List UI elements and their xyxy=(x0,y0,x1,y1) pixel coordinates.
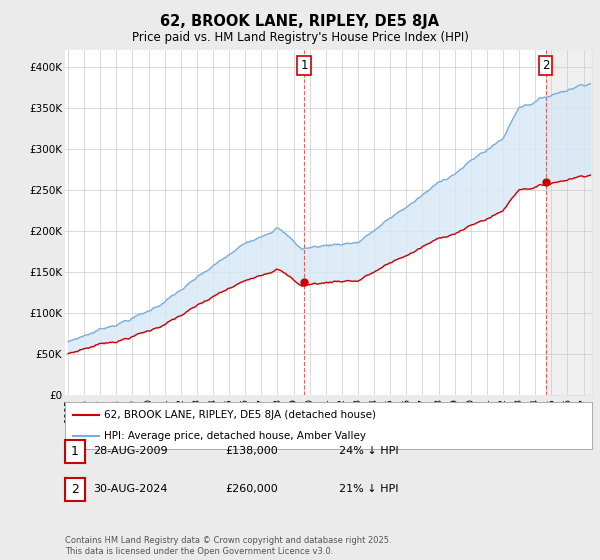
Text: 62, BROOK LANE, RIPLEY, DE5 8JA (detached house): 62, BROOK LANE, RIPLEY, DE5 8JA (detache… xyxy=(104,410,376,420)
Text: 24% ↓ HPI: 24% ↓ HPI xyxy=(339,446,398,456)
Text: 1: 1 xyxy=(300,59,308,72)
Text: Price paid vs. HM Land Registry's House Price Index (HPI): Price paid vs. HM Land Registry's House … xyxy=(131,31,469,44)
Text: 62, BROOK LANE, RIPLEY, DE5 8JA: 62, BROOK LANE, RIPLEY, DE5 8JA xyxy=(160,14,440,29)
Text: £260,000: £260,000 xyxy=(225,484,278,494)
Text: 30-AUG-2024: 30-AUG-2024 xyxy=(93,484,167,494)
Text: £138,000: £138,000 xyxy=(225,446,278,456)
Text: 1: 1 xyxy=(71,445,79,458)
Text: 21% ↓ HPI: 21% ↓ HPI xyxy=(339,484,398,494)
Text: 2: 2 xyxy=(542,59,550,72)
Text: 2: 2 xyxy=(71,483,79,496)
Text: 28-AUG-2009: 28-AUG-2009 xyxy=(93,446,167,456)
Text: HPI: Average price, detached house, Amber Valley: HPI: Average price, detached house, Ambe… xyxy=(104,431,367,441)
Text: Contains HM Land Registry data © Crown copyright and database right 2025.
This d: Contains HM Land Registry data © Crown c… xyxy=(65,536,391,556)
